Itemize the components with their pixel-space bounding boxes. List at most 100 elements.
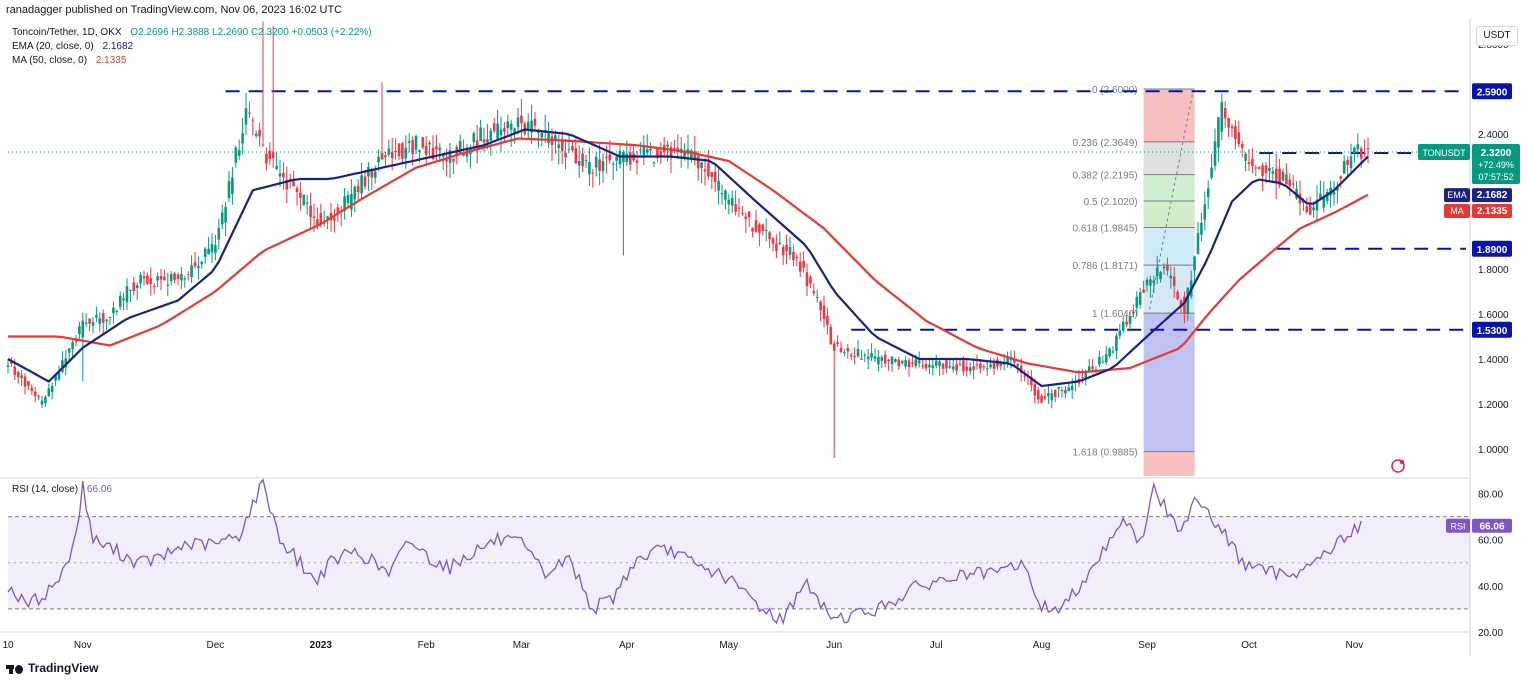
candle-body bbox=[747, 211, 751, 217]
level-price-tag: 2.5900 bbox=[1477, 87, 1508, 98]
candle-body bbox=[785, 245, 788, 252]
candle-body bbox=[1121, 321, 1125, 331]
candle-body bbox=[479, 127, 482, 142]
candle-body bbox=[744, 216, 748, 219]
candle-body bbox=[564, 152, 567, 157]
currency-button[interactable]: USDT bbox=[1476, 26, 1518, 46]
candle-body bbox=[312, 216, 316, 218]
candle-body bbox=[47, 388, 51, 397]
brand-name: TradingView bbox=[28, 661, 99, 675]
candle-body bbox=[1172, 276, 1176, 286]
candle-body bbox=[387, 148, 391, 155]
candle-body bbox=[863, 354, 867, 356]
candle-body bbox=[652, 161, 656, 163]
candle-body bbox=[659, 151, 663, 157]
candle-body bbox=[1145, 279, 1149, 286]
candle-body bbox=[1346, 160, 1349, 166]
candle-body bbox=[214, 245, 217, 253]
ma-label: MA (50, close, 0) bbox=[12, 55, 88, 66]
candle-body bbox=[380, 153, 384, 160]
candle-body bbox=[866, 356, 870, 360]
candle-body bbox=[703, 169, 707, 172]
candle-body bbox=[1036, 390, 1040, 400]
candle-body bbox=[1115, 335, 1118, 351]
time-tick-label: Jul bbox=[930, 640, 943, 651]
candle-body bbox=[853, 355, 856, 358]
candle-body bbox=[67, 348, 71, 353]
candle-body bbox=[849, 354, 853, 357]
level-price-tag-bg bbox=[1472, 83, 1512, 100]
candle-body bbox=[955, 364, 958, 371]
candle-body bbox=[1206, 188, 1210, 198]
candle-body bbox=[1251, 159, 1254, 167]
candle-body bbox=[1104, 354, 1108, 363]
candle-body bbox=[904, 360, 907, 367]
rsi-legend: RSI (14, close) 66.06 bbox=[12, 484, 112, 495]
candle-body bbox=[1138, 292, 1142, 305]
candle-body bbox=[934, 360, 938, 366]
candle-body bbox=[948, 366, 952, 368]
alert-icon-dot bbox=[1399, 459, 1405, 465]
candle-body bbox=[227, 180, 231, 199]
candle-body bbox=[431, 147, 435, 160]
price-change-tag: +72.49% bbox=[1478, 160, 1514, 170]
candle-body bbox=[873, 356, 877, 360]
candle-body bbox=[951, 366, 955, 370]
candle-body bbox=[594, 156, 598, 168]
price-tick-label: 1.0000 bbox=[1478, 445, 1509, 456]
candle-body bbox=[836, 342, 839, 345]
candle-body bbox=[1053, 390, 1057, 397]
fib-zone bbox=[1143, 89, 1195, 142]
candle-body bbox=[1213, 141, 1217, 166]
candle-body bbox=[642, 147, 646, 155]
candle-body bbox=[1230, 126, 1234, 129]
ma-value: 2.1335 bbox=[95, 55, 127, 66]
candle-body bbox=[1057, 387, 1060, 389]
fib-level-label: 0 (2.6000) bbox=[1092, 85, 1138, 96]
candle-body bbox=[509, 123, 513, 130]
candle-body bbox=[914, 359, 918, 366]
rsi-label: RSI (14, close) bbox=[12, 484, 79, 495]
candle-body bbox=[336, 207, 340, 214]
candle-body bbox=[945, 360, 948, 369]
candle-body bbox=[683, 150, 686, 158]
candle-body bbox=[1176, 291, 1179, 299]
candle-body bbox=[1166, 264, 1169, 271]
candle-body bbox=[1098, 356, 1101, 365]
candle-body bbox=[1220, 102, 1224, 132]
candle-body bbox=[118, 295, 122, 307]
fib-zone bbox=[1143, 265, 1195, 314]
candle-body bbox=[390, 151, 394, 159]
candle-body bbox=[1315, 200, 1319, 211]
candle-body bbox=[125, 286, 129, 303]
candle-body bbox=[268, 150, 272, 159]
candle-body bbox=[1274, 168, 1278, 184]
rsi-name-tag: RSI bbox=[1450, 522, 1465, 532]
candle-body bbox=[207, 248, 210, 255]
candle-body bbox=[74, 340, 78, 343]
candle-body bbox=[506, 121, 510, 129]
candle-body bbox=[792, 251, 795, 261]
candle-body bbox=[10, 360, 13, 364]
ohlc-values: O2.2696 H2.3888 L2.2690 C2.3200 +0.0503 … bbox=[130, 27, 372, 38]
candle-body bbox=[1336, 187, 1339, 191]
candle-body bbox=[418, 150, 421, 152]
candle-body bbox=[50, 385, 54, 392]
candle-body bbox=[897, 359, 901, 367]
candle-body bbox=[700, 162, 703, 169]
ma-name-tag: MA bbox=[1450, 206, 1464, 216]
candle-body bbox=[1019, 365, 1023, 373]
candle-body bbox=[397, 143, 401, 157]
time-tick-label: Nov bbox=[74, 640, 92, 651]
candle-body bbox=[754, 220, 758, 232]
fib-zone bbox=[1143, 201, 1195, 228]
candle-body bbox=[1006, 356, 1009, 364]
candle-body bbox=[1159, 271, 1162, 280]
candle-body bbox=[931, 365, 935, 369]
footer-brand[interactable]: TradingView bbox=[6, 661, 98, 675]
candle-body bbox=[584, 160, 588, 162]
candle-body bbox=[1132, 311, 1135, 314]
candle-body bbox=[78, 326, 81, 335]
